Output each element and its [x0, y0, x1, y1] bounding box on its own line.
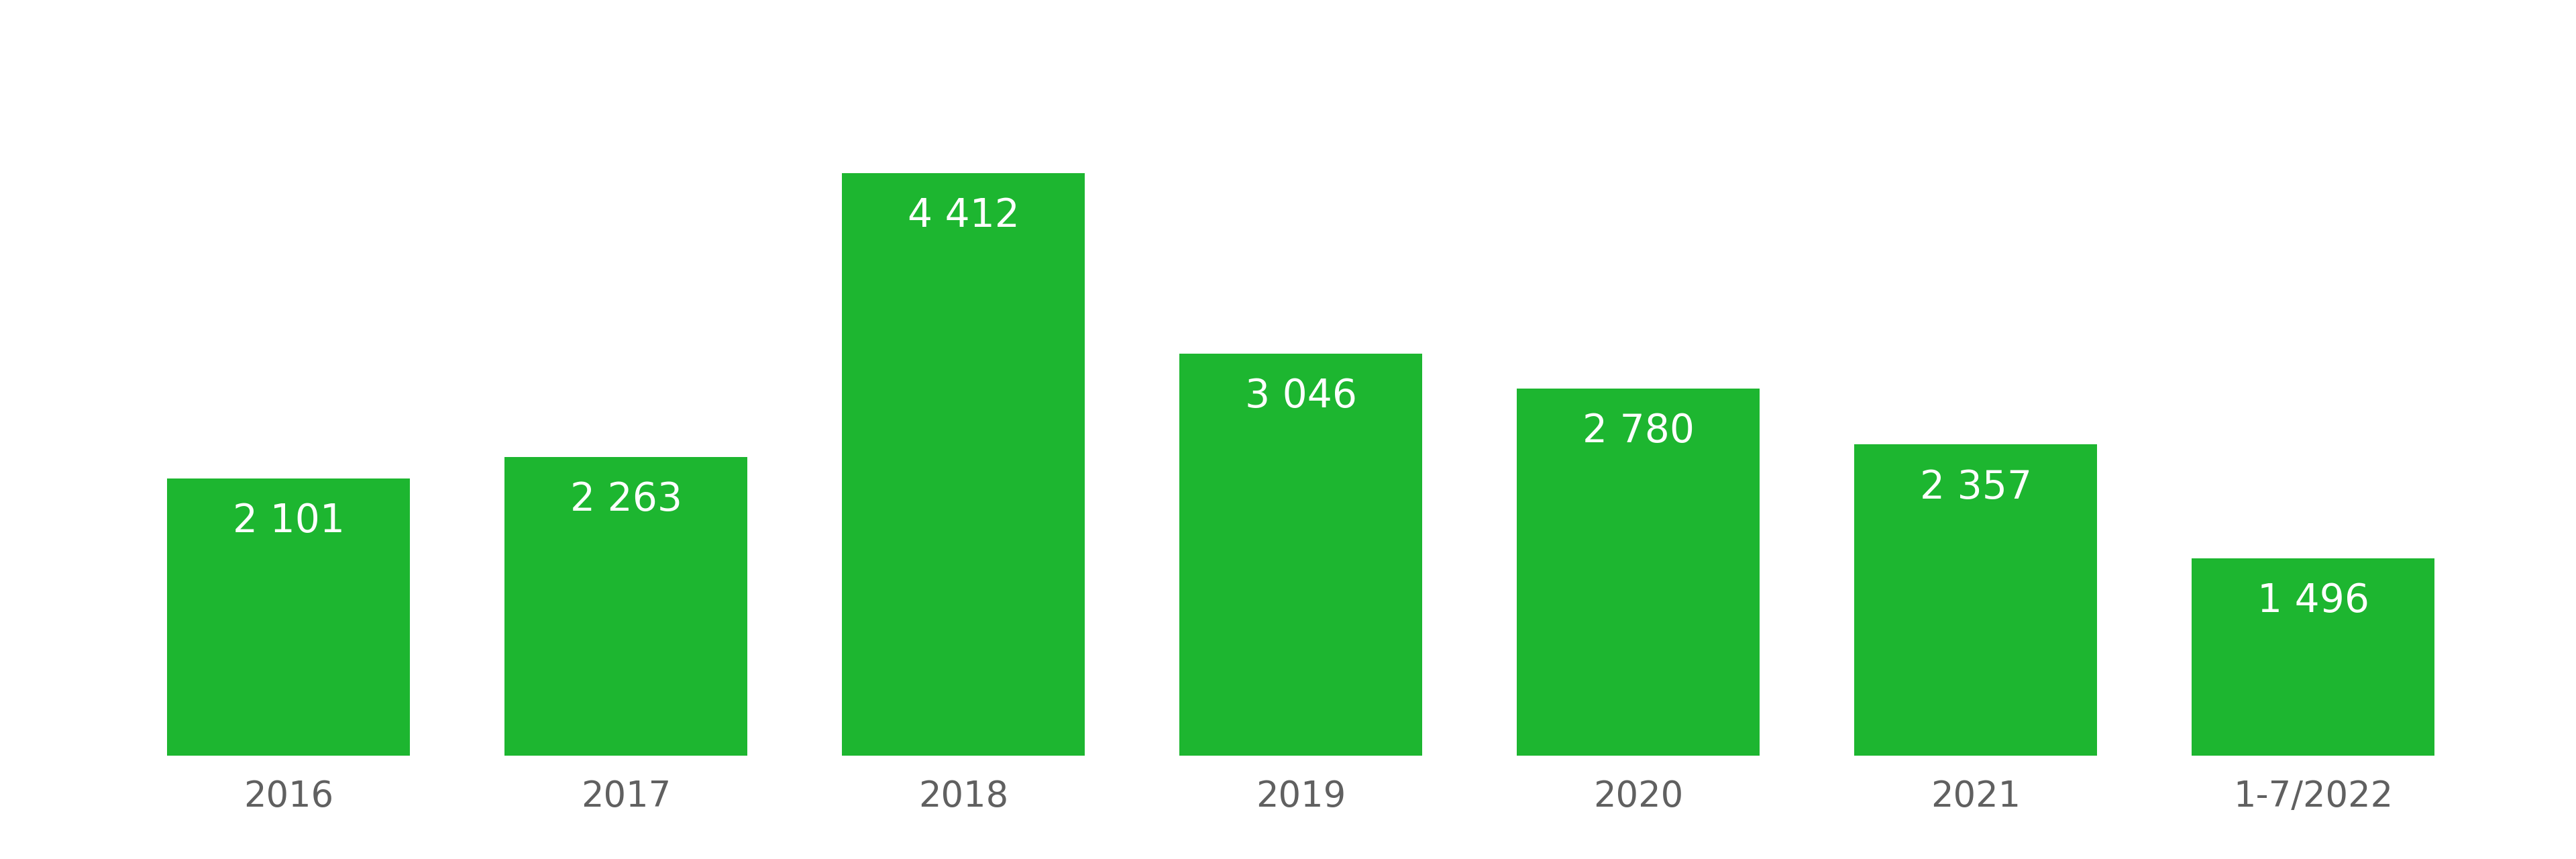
Bar	[1180, 353, 1422, 756]
Text: 2 780: 2 780	[1582, 412, 1695, 451]
Bar	[505, 457, 747, 756]
Bar	[842, 173, 1084, 756]
Text: 1 496: 1 496	[2257, 582, 2370, 620]
Bar	[2192, 558, 2434, 756]
Text: 4 412: 4 412	[907, 197, 1020, 235]
Bar	[1855, 444, 2097, 756]
Bar	[167, 478, 410, 756]
Bar	[1517, 388, 1759, 756]
Text: 2 101: 2 101	[232, 502, 345, 540]
Text: 2 357: 2 357	[1919, 468, 2032, 507]
Text: 2 263: 2 263	[569, 481, 683, 519]
Text: 3 046: 3 046	[1244, 377, 1358, 416]
